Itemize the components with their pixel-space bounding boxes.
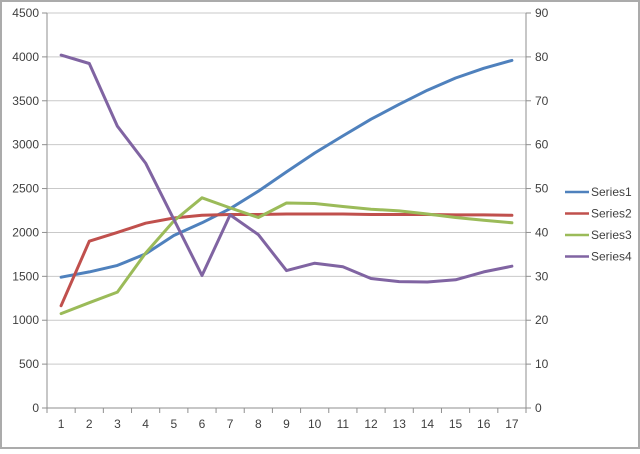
- right-axis-label: 10: [535, 357, 549, 371]
- x-axis-label: 12: [364, 417, 378, 431]
- x-axis-label: 9: [283, 417, 290, 431]
- x-axis-label: 17: [505, 417, 519, 431]
- right-axis-label: 20: [535, 313, 549, 327]
- x-axis-label: 1: [58, 417, 65, 431]
- x-axis-label: 13: [393, 417, 407, 431]
- legend-label-series1: Series1: [591, 185, 632, 199]
- left-axis-label: 3000: [12, 138, 39, 152]
- x-axis-label: 15: [449, 417, 463, 431]
- x-axis-label: 2: [86, 417, 93, 431]
- left-axis-label: 1500: [12, 269, 39, 283]
- legend-label-series4: Series4: [591, 250, 632, 264]
- x-axis-label: 11: [337, 417, 350, 431]
- right-axis-label: 90: [535, 6, 549, 20]
- legend-label-series3: Series3: [591, 228, 632, 242]
- series-line-series1[interactable]: [59, 58, 514, 279]
- gridlines: [47, 12, 526, 409]
- right-axis-label: 60: [535, 138, 549, 152]
- series-lines: [59, 53, 514, 316]
- series-line-series3[interactable]: [59, 196, 514, 316]
- left-axis-label: 4500: [12, 6, 39, 20]
- left-axis-label: 2500: [12, 182, 39, 196]
- right-axis-label: 40: [535, 225, 549, 239]
- right-axis-label: 30: [535, 269, 549, 283]
- right-axis-label: 70: [535, 94, 549, 108]
- x-axis-label: 4: [142, 417, 149, 431]
- x-axis-label: 3: [114, 417, 121, 431]
- left-axis-label: 0: [32, 401, 39, 415]
- left-axis-label: 2000: [12, 225, 39, 239]
- left-axis-label: 3500: [12, 94, 39, 108]
- x-axis-label: 6: [199, 417, 206, 431]
- left-axis-label: 1000: [12, 313, 39, 327]
- series-line-series4[interactable]: [59, 53, 514, 284]
- legend-item-series3[interactable]: Series3: [565, 228, 632, 242]
- x-axis-label: 16: [477, 417, 491, 431]
- legend-item-series4[interactable]: Series4: [565, 250, 632, 264]
- x-axis-label: 5: [170, 417, 177, 431]
- legend-item-series2[interactable]: Series2: [565, 207, 632, 221]
- axes: 0 500 1000 1500 2000 2500 3000 3500 4000 4500 0 10 2…: [12, 6, 548, 431]
- x-axis-label: 8: [255, 417, 262, 431]
- right-axis-label: 50: [535, 182, 549, 196]
- right-axis-label: 80: [535, 50, 549, 64]
- x-axis-label: 7: [227, 417, 234, 431]
- left-axis-label: 500: [19, 357, 39, 371]
- x-axis-label: 14: [421, 417, 435, 431]
- x-axis-label: 10: [308, 417, 322, 431]
- left-axis-label: 4000: [12, 50, 39, 64]
- right-axis-label: 0: [535, 401, 542, 415]
- legend-item-series1[interactable]: Series1: [565, 185, 632, 199]
- legend: Series1 Series2 Series3 Series4: [565, 185, 632, 264]
- legend-label-series2: Series2: [591, 207, 632, 221]
